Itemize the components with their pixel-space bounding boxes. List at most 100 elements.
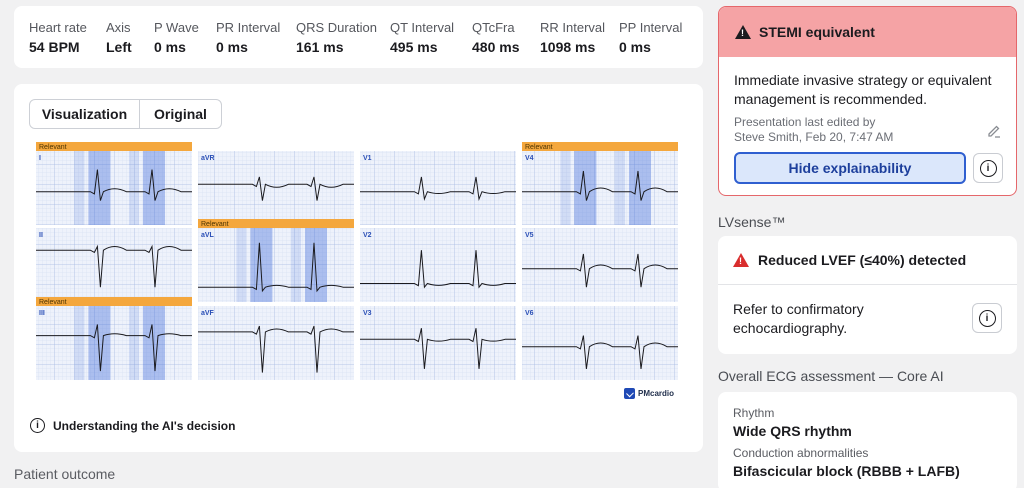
ecg-waveform: [36, 244, 192, 288]
metric-value: 0 ms: [216, 39, 248, 55]
ecg-lead-v6: V6: [522, 306, 678, 380]
overall-assessment-card: Rhythm Wide QRS rhythm Conduction abnorm…: [718, 392, 1017, 488]
ecg-grid-cell: [360, 151, 516, 225]
tab-original[interactable]: Original: [154, 106, 207, 122]
ecg-lead-avl: Relevant aVL: [198, 219, 354, 302]
ecg-lead-ii: II: [36, 228, 192, 302]
ecg-lead-v5: V5: [522, 228, 678, 302]
ecg-waveform: [198, 325, 354, 373]
lvsense-info-button[interactable]: i: [972, 303, 1002, 333]
metric-value: 495 ms: [390, 39, 438, 55]
relevant-label: Relevant: [39, 299, 67, 306]
ecg-waveform: [36, 169, 192, 201]
understanding-ai-link[interactable]: i Understanding the AI's decision: [30, 418, 235, 433]
last-edited-info: Presentation last edited by Steve Smith,…: [734, 115, 893, 145]
relevant-banner: [522, 142, 678, 151]
metric-value: 161 ms: [296, 39, 344, 55]
metric-label: P Wave: [154, 20, 199, 35]
lead-label: V5: [525, 232, 534, 239]
ecg-metrics-card: Heart rate 54 BPM Axis Left P Wave 0 ms …: [14, 6, 703, 68]
metric-pp-interval: PP Interval 0 ms: [619, 20, 682, 55]
metric-label: Axis: [106, 20, 131, 35]
ecg-lead-v3: V3: [360, 306, 516, 380]
lvef-alert: Reduced LVEF (≤40%) detected: [733, 252, 966, 268]
ecg-waveform: [522, 335, 678, 369]
ecg-waveform: [360, 176, 516, 202]
ecg-grid-cell: [36, 228, 192, 302]
conduction-value: Bifascicular block (RBBB + LAFB): [733, 463, 960, 479]
pmcardio-logo-icon: [624, 387, 635, 399]
rhythm-label: Rhythm: [733, 406, 775, 420]
lead-label: aVL: [201, 232, 215, 239]
ecg-grid-cell: [360, 228, 516, 302]
lead-label: aVR: [201, 155, 215, 162]
lead-label: V2: [363, 232, 372, 239]
ecg-lead-v4: Relevant V4: [522, 142, 678, 225]
lead-label: V6: [525, 310, 534, 317]
ecg-grid: Relevant I aVR V1 Relevant V4 II Relevant aVL V2 V…: [36, 142, 678, 380]
tab-visualization[interactable]: Visualization: [30, 100, 140, 128]
info-icon: i: [30, 418, 45, 433]
ecg-grid-cell: [36, 151, 192, 225]
metric-qtcfra: QTcFra 480 ms: [472, 20, 519, 55]
lead-label: V1: [363, 155, 372, 162]
metric-label: PP Interval: [619, 20, 683, 35]
ai-highlight-band: [74, 306, 85, 380]
pencil-icon[interactable]: [986, 123, 1002, 139]
ecg-waveform: [522, 253, 678, 288]
stemi-recommendation: Immediate invasive strategy or equivalen…: [734, 72, 992, 107]
lvsense-card: Reduced LVEF (≤40%) detected Refer to co…: [718, 236, 1017, 354]
relevant-banner: [36, 297, 192, 306]
ecg-grid-cell: [360, 306, 516, 380]
lvsense-recommendation: Refer to confirmatory echocardiography.: [733, 301, 864, 336]
relevant-label: Relevant: [525, 144, 553, 151]
ai-highlight-band: [129, 151, 139, 225]
ecg-waveform: [360, 250, 516, 289]
metric-label: QRS Duration: [296, 20, 377, 35]
metric-value: 480 ms: [472, 39, 520, 55]
ai-highlight-band: [560, 151, 571, 225]
overall-assessment-heading: Overall ECG assessment — Core AI: [718, 368, 944, 384]
relevant-label: Relevant: [39, 144, 67, 151]
conduction-label: Conduction abnormalities: [733, 446, 869, 460]
ai-highlight-band: [305, 228, 327, 302]
ecg-grid-cell: [36, 306, 192, 380]
ecg-lead-i: Relevant I: [36, 142, 192, 225]
patient-outcome-heading: Patient outcome: [14, 466, 116, 482]
lead-label: III: [39, 310, 45, 317]
warning-icon: [735, 25, 751, 39]
view-toggle: Visualization Original: [29, 99, 222, 129]
lead-label: I: [39, 155, 41, 162]
ecg-lead-avf: aVF: [198, 306, 354, 380]
ecg-lead-v1: V1: [360, 151, 516, 225]
metric-value: 0 ms: [619, 39, 651, 55]
ecg-lead-v2: V2: [360, 228, 516, 302]
pmcardio-brand: PMcardio: [624, 386, 674, 400]
relevant-banner: [36, 142, 192, 151]
hide-explainability-button[interactable]: Hide explainability: [734, 152, 966, 184]
metric-heart-rate: Heart rate 54 BPM: [29, 20, 87, 55]
ai-highlight-band: [615, 151, 625, 225]
rhythm-value: Wide QRS rhythm: [733, 423, 852, 439]
metric-label: PR Interval: [216, 20, 281, 35]
ecg-lead-avr: aVR: [198, 151, 354, 225]
metric-p-wave: P Wave 0 ms: [154, 20, 199, 55]
relevant-banner: [198, 219, 354, 228]
metric-axis: Axis Left: [106, 20, 132, 55]
metric-value: 54 BPM: [29, 39, 80, 55]
metric-value: 1098 ms: [540, 39, 596, 55]
ai-info-icon: i: [979, 159, 997, 177]
lead-label: II: [39, 232, 43, 239]
lead-label: V3: [363, 310, 372, 317]
ecg-waveform: [360, 328, 516, 369]
ai-info-button[interactable]: i: [973, 153, 1003, 183]
ai-highlight-band: [74, 151, 85, 225]
stemi-alert-card: STEMI equivalent Immediate invasive stra…: [718, 6, 1017, 196]
metric-label: Heart rate: [29, 20, 87, 35]
ecg-waveform: [198, 176, 354, 201]
ecg-lead-iii: Relevant III: [36, 297, 192, 380]
ecg-grid-cell: [198, 306, 354, 380]
ai-highlight-band: [143, 306, 165, 380]
ecg-grid-cell: [198, 151, 354, 225]
ai-highlight-band: [129, 306, 139, 380]
